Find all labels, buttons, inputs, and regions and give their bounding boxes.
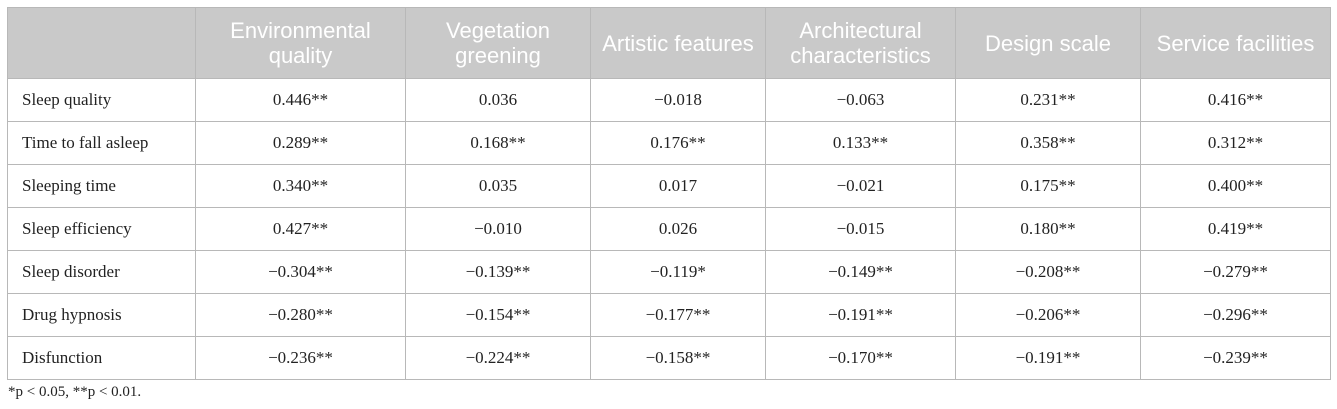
row-label: Drug hypnosis (7, 293, 196, 337)
cell: −0.018 (590, 78, 766, 122)
cell: −0.119* (590, 250, 766, 294)
cell: 0.035 (405, 164, 591, 208)
column-header: Service facilities (1140, 7, 1331, 79)
column-header: Artistic features (590, 7, 766, 79)
corner-cell (7, 7, 196, 79)
cell: −0.015 (765, 207, 956, 251)
cell: −0.021 (765, 164, 956, 208)
row-label: Sleep efficiency (7, 207, 196, 251)
table-row: Sleep efficiency 0.427** −0.010 0.026 −0.015… (7, 207, 1331, 251)
cell: 0.312** (1140, 121, 1331, 165)
row-label: Sleeping time (7, 164, 196, 208)
cell: 0.289** (195, 121, 406, 165)
cell: −0.208** (955, 250, 1141, 294)
row-label: Sleep disorder (7, 250, 196, 294)
cell: −0.280** (195, 293, 406, 337)
cell: 0.427** (195, 207, 406, 251)
table-row: Disfunction −0.236** −0.224** −0.158** −0.17… (7, 336, 1331, 380)
table-body: Sleep quality 0.446** 0.036 −0.018 −0.063 0.2… (7, 78, 1331, 380)
cell: −0.063 (765, 78, 956, 122)
cell: 0.180** (955, 207, 1141, 251)
cell: 0.400** (1140, 164, 1331, 208)
cell: 0.419** (1140, 207, 1331, 251)
cell: −0.191** (765, 293, 956, 337)
column-header: Vegetation greening (405, 7, 591, 79)
table-row: Sleep quality 0.446** 0.036 −0.018 −0.063 0.2… (7, 78, 1331, 122)
table-row: Sleeping time 0.340** 0.035 0.017 −0.021 0.17… (7, 164, 1331, 208)
cell: −0.177** (590, 293, 766, 337)
cell: −0.239** (1140, 336, 1331, 380)
table-row: Drug hypnosis −0.280** −0.154** −0.177** −0.… (7, 293, 1331, 337)
cell: 0.446** (195, 78, 406, 122)
cell: −0.170** (765, 336, 956, 380)
cell: −0.206** (955, 293, 1141, 337)
cell: 0.133** (765, 121, 956, 165)
cell: −0.236** (195, 336, 406, 380)
cell: −0.296** (1140, 293, 1331, 337)
column-header: Environmental quality (195, 7, 406, 79)
cell: 0.340** (195, 164, 406, 208)
cell: 0.026 (590, 207, 766, 251)
cell: −0.279** (1140, 250, 1331, 294)
cell: 0.017 (590, 164, 766, 208)
row-label: Sleep quality (7, 78, 196, 122)
cell: −0.010 (405, 207, 591, 251)
cell: 0.175** (955, 164, 1141, 208)
row-label: Time to fall asleep (7, 121, 196, 165)
cell: −0.304** (195, 250, 406, 294)
data-table: Environmental quality Vegetation greening… (7, 7, 1331, 380)
cell: −0.149** (765, 250, 956, 294)
cell: 0.036 (405, 78, 591, 122)
cell: −0.224** (405, 336, 591, 380)
cell: 0.358** (955, 121, 1141, 165)
cell: 0.176** (590, 121, 766, 165)
table-row: Time to fall asleep 0.289** 0.168** 0.176**… (7, 121, 1331, 165)
cell: −0.154** (405, 293, 591, 337)
cell: 0.168** (405, 121, 591, 165)
cell: 0.416** (1140, 78, 1331, 122)
cell: −0.158** (590, 336, 766, 380)
header-row: Environmental quality Vegetation greening… (7, 7, 1331, 79)
column-header: Architectural characteristics (765, 7, 956, 79)
cell: −0.191** (955, 336, 1141, 380)
column-header: Design scale (955, 7, 1141, 79)
table-row: Sleep disorder −0.304** −0.139** −0.119* −0.… (7, 250, 1331, 294)
row-label: Disfunction (7, 336, 196, 380)
cell: 0.231** (955, 78, 1141, 122)
footnote: *p < 0.05, **p < 0.01. (8, 384, 142, 400)
cell: −0.139** (405, 250, 591, 294)
